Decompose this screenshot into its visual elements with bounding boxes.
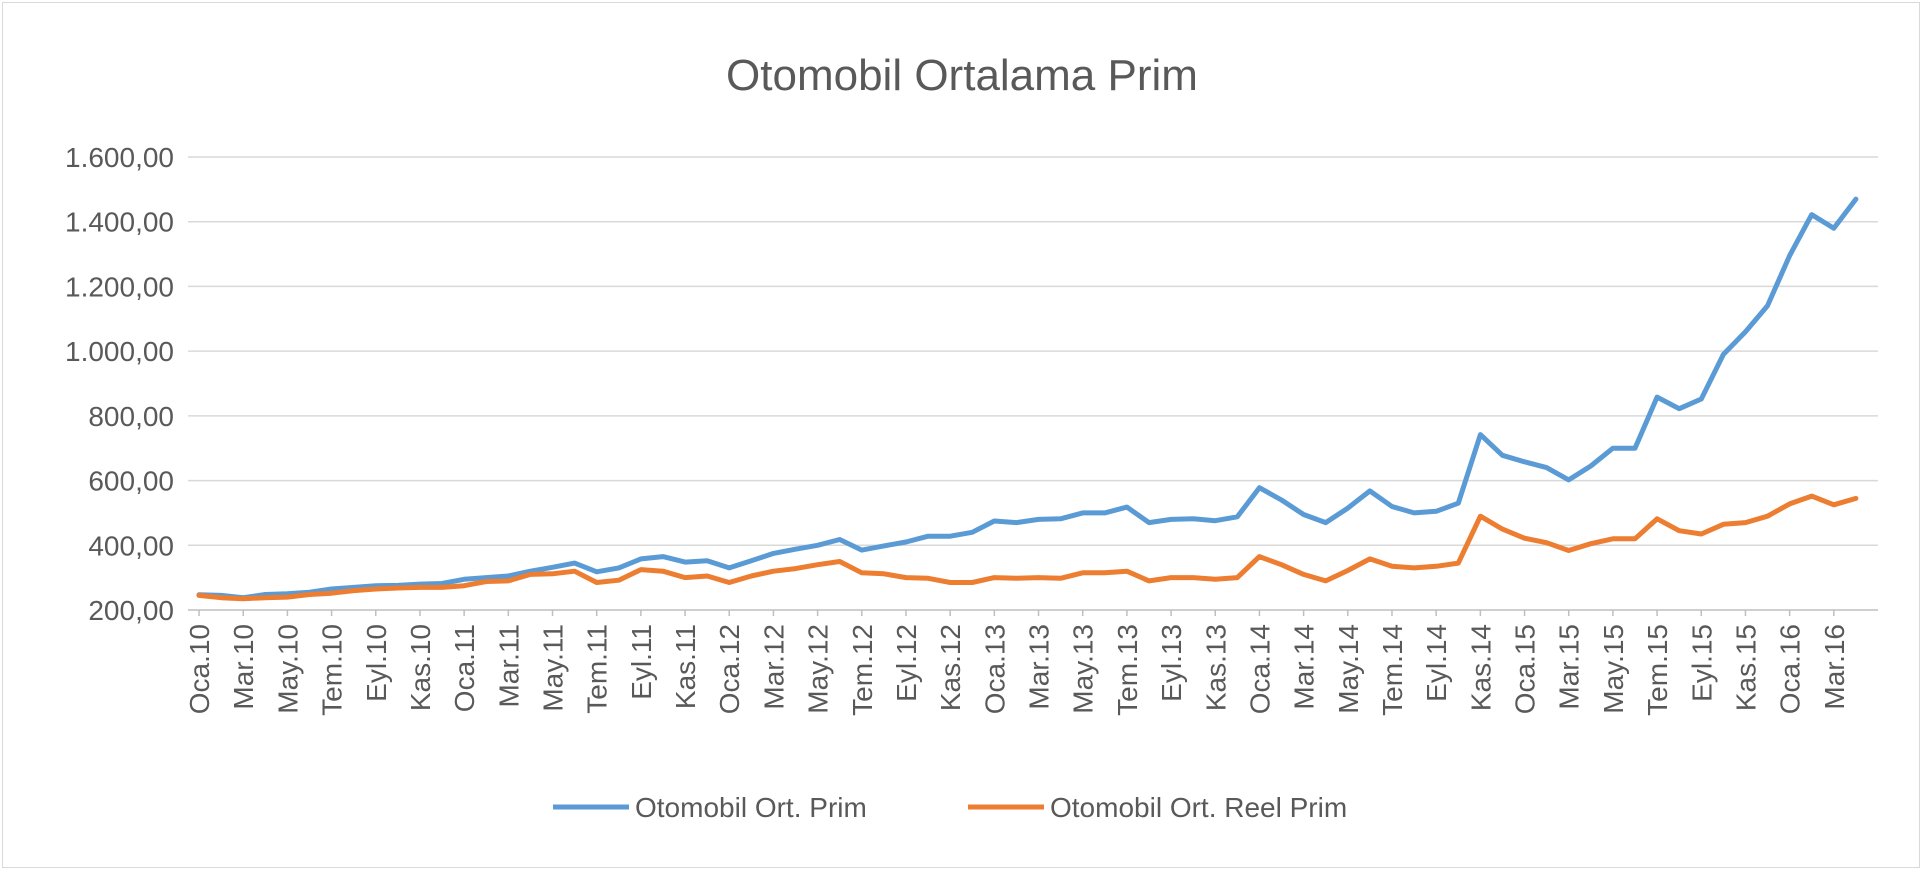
x-tick-label: Mar.13	[1024, 624, 1055, 710]
x-tick-label: Kas.14	[1465, 624, 1496, 711]
x-tick-label: Tem.13	[1112, 624, 1143, 716]
x-tick-label: Mar.16	[1819, 624, 1850, 710]
y-tick-label: 200,00	[88, 595, 174, 626]
x-tick-label: Kas.10	[405, 624, 436, 711]
x-tick-label: Kas.11	[670, 624, 701, 709]
x-tick-label: May.15	[1598, 624, 1629, 714]
x-tick-label: Tem.11	[582, 624, 613, 714]
x-tick-label: Eyl.13	[1156, 624, 1187, 702]
x-tick-label: Mar.15	[1554, 624, 1585, 710]
x-tick-label: May.11	[538, 624, 569, 712]
x-tick-label: Eyl.14	[1421, 624, 1452, 702]
x-tick-label: Eyl.15	[1686, 624, 1717, 702]
series-lines	[196, 196, 1859, 602]
x-tick-label: Eyl.11	[626, 624, 657, 700]
x-tick-label: Tem.14	[1377, 624, 1408, 716]
x-tick-label: Oca.16	[1775, 624, 1806, 714]
y-tick-label: 600,00	[88, 466, 174, 497]
x-tick-label: May.13	[1068, 624, 1099, 714]
legend: Otomobil Ort. Prim Otomobil Ort. Reel Pri…	[553, 792, 1347, 823]
x-tick-label: Oca.13	[979, 624, 1010, 714]
y-tick-label: 1.600,00	[65, 142, 174, 173]
y-tick-label: 400,00	[88, 530, 174, 561]
x-tick-label: Oca.10	[184, 624, 215, 714]
x-tick-label: Eyl.12	[891, 624, 922, 702]
x-tick-label: Kas.15	[1730, 624, 1761, 711]
x-tick-label: Kas.12	[935, 624, 966, 711]
x-tick-label: Oca.15	[1510, 624, 1541, 714]
x-tick-label: Tem.15	[1642, 624, 1673, 716]
x-tick-label: Oca.14	[1244, 624, 1275, 714]
y-axis: 200,00 400,00 600,00 800,00 1.000,00 1.200,00…	[65, 142, 174, 626]
x-tick-label: Tem.10	[317, 624, 348, 716]
x-tick-label: May.12	[803, 624, 834, 714]
x-tick-label: May.10	[272, 624, 303, 714]
x-tick-label: Tem.12	[847, 624, 878, 716]
series-line-1	[196, 196, 1859, 601]
chart-title: Otomobil Ortalama Prim	[726, 51, 1198, 100]
x-tick-label: Eyl.10	[361, 624, 392, 702]
y-tick-label: 1.200,00	[65, 271, 174, 302]
legend-label-2: Otomobil Ort. Reel Prim	[1050, 792, 1347, 823]
x-tick-label: Mar.10	[228, 624, 259, 710]
x-tick-label: Mar.14	[1289, 624, 1320, 710]
y-tick-label: 1.000,00	[65, 336, 174, 367]
gridlines	[188, 156, 1878, 611]
y-tick-label: 800,00	[88, 401, 174, 432]
x-tick-label: Kas.13	[1200, 624, 1231, 711]
legend-label-1: Otomobil Ort. Prim	[635, 792, 867, 823]
series-line-2	[196, 493, 1859, 602]
x-tick-label: Mar.11	[493, 624, 524, 708]
x-tick-label: May.14	[1333, 624, 1364, 714]
x-tick-label: Oca.12	[714, 624, 745, 714]
x-tick-label: Mar.12	[758, 624, 789, 710]
y-tick-label: 1.400,00	[65, 207, 174, 238]
x-axis: Oca.10 Mar.10 May.10 Tem.10 Eyl.10 Kas.10 Oca.…	[184, 610, 1850, 716]
x-tick-label: Oca.11	[449, 624, 480, 712]
